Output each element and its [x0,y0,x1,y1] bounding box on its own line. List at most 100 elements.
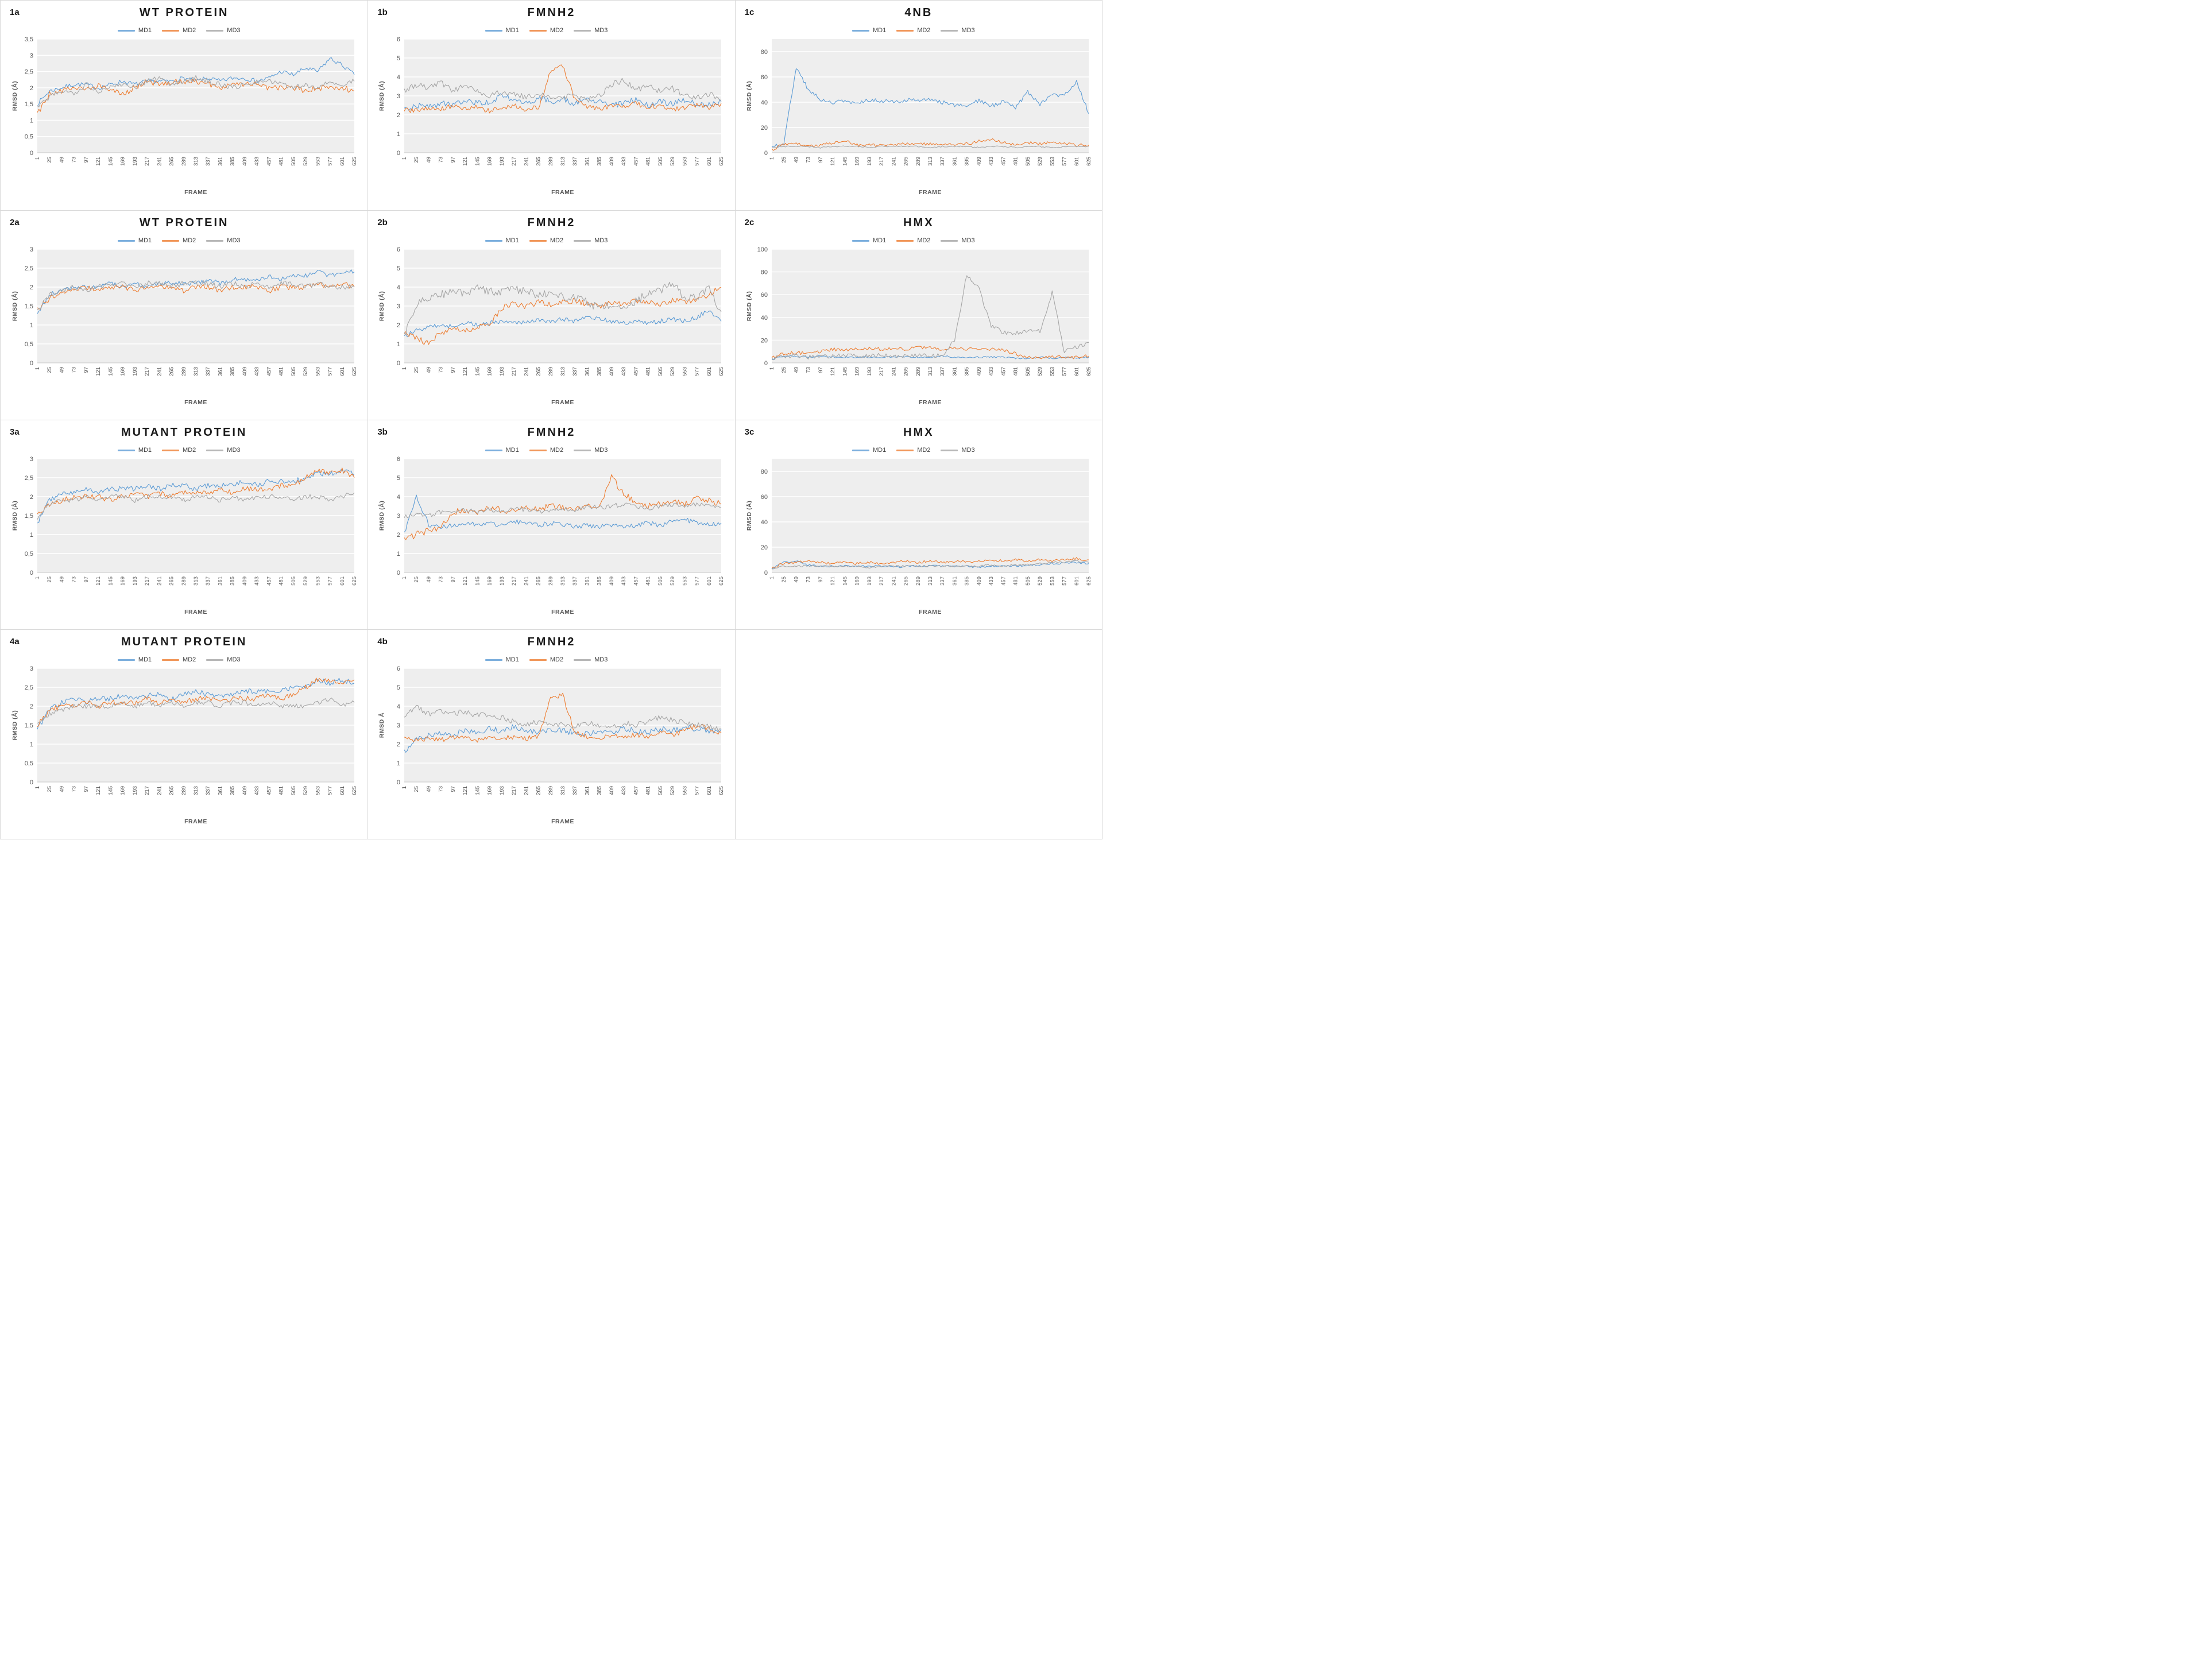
svg-text:121: 121 [95,576,102,586]
svg-text:5: 5 [397,265,400,272]
chart-title-4b: FMNH2 [527,636,576,648]
svg-text:337: 337 [572,367,579,376]
chart-legend: MD1 MD2 MD3 [1,446,368,454]
svg-text:73: 73 [806,157,812,163]
svg-text:2,5: 2,5 [24,69,33,76]
svg-text:505: 505 [290,367,296,376]
empty-cell [734,629,1102,839]
svg-text:FRAME: FRAME [552,189,575,196]
svg-text:5: 5 [397,684,400,691]
legend-line-md2-icon [529,449,547,451]
svg-text:49: 49 [59,786,65,792]
svg-text:169: 169 [487,367,493,376]
svg-text:577: 577 [327,576,333,586]
svg-text:505: 505 [1025,576,1031,586]
svg-text:577: 577 [694,576,701,586]
legend-label-md1: MD1 [505,447,519,454]
svg-text:361: 361 [951,367,958,376]
svg-text:553: 553 [682,157,688,166]
svg-text:121: 121 [463,786,469,795]
svg-text:625: 625 [1086,576,1092,586]
svg-text:361: 361 [217,786,223,795]
svg-text:97: 97 [83,367,90,373]
svg-text:457: 457 [266,786,272,795]
svg-text:1: 1 [34,367,41,370]
line-chart-3c: 80 60 40 20 01 25 49 73 97 121 145 169 193 217 241 265 2… [745,459,1092,616]
panel-label-2b: 2b [377,218,388,227]
legend-line-md3-icon [574,29,591,32]
svg-text:4: 4 [397,74,400,81]
svg-text:60: 60 [761,74,768,81]
legend-line-md3-icon [206,449,224,451]
chart-title-3b: FMNH2 [527,426,576,439]
svg-text:625: 625 [351,157,358,166]
svg-text:97: 97 [83,786,90,792]
svg-text:265: 265 [536,367,542,376]
svg-text:FRAME: FRAME [919,399,942,406]
panel-3a: 3a MUTANT PROTEIN MD1 MD2 MD3 3 2,5 2 1,5 1 0… [1,420,368,629]
legend-line-md1-icon [852,29,869,32]
svg-text:0: 0 [764,570,768,576]
legend-label-md1: MD1 [872,237,887,244]
svg-text:337: 337 [939,157,946,166]
panel-label-2c: 2c [744,218,755,227]
legend-label-md3: MD3 [961,27,975,34]
svg-text:121: 121 [830,157,836,166]
legend-label-md2: MD2 [183,237,196,244]
svg-text:289: 289 [915,157,922,166]
legend-label-md3: MD3 [227,237,241,244]
svg-text:1: 1 [397,551,400,558]
svg-text:3: 3 [30,665,33,672]
svg-text:529: 529 [670,157,676,166]
svg-text:1: 1 [30,322,33,329]
legend-label-md2: MD2 [550,237,564,244]
panel-4a: 4a MUTANT PROTEIN MD1 MD2 MD3 3 2,5 2 1,5 1 0… [1,629,368,839]
svg-text:505: 505 [657,576,664,586]
svg-text:313: 313 [193,157,199,166]
chart-title-1a: WT PROTEIN [139,6,229,19]
svg-text:433: 433 [988,367,995,376]
svg-text:73: 73 [806,367,812,373]
svg-text:313: 313 [193,367,199,376]
svg-text:1: 1 [34,786,41,789]
svg-text:1: 1 [30,117,33,124]
svg-text:505: 505 [290,576,296,586]
legend-line-md2-icon [162,449,180,451]
svg-text:553: 553 [315,367,321,376]
svg-text:193: 193 [499,576,505,586]
svg-text:265: 265 [168,157,175,166]
svg-text:553: 553 [682,367,688,376]
svg-text:49: 49 [426,786,432,792]
svg-text:625: 625 [351,367,358,376]
svg-text:RMSD (Å): RMSD (Å) [11,291,18,321]
svg-text:481: 481 [645,367,652,376]
svg-text:193: 193 [131,157,138,166]
svg-text:0,5: 0,5 [24,551,33,558]
legend-label-md2: MD2 [183,447,196,454]
legend-line-md1-icon [485,239,502,242]
svg-text:121: 121 [463,576,469,586]
svg-text:1: 1 [34,157,41,160]
svg-text:FRAME: FRAME [184,189,207,196]
svg-text:1: 1 [769,367,775,370]
panel-2c: 2c HMX MD1 MD2 MD3 100 80 60 40 20 0 1 25 49 73 97… [734,210,1102,420]
svg-text:361: 361 [951,576,958,586]
legend-label-md1: MD1 [505,27,519,34]
svg-text:25: 25 [414,367,420,373]
svg-text:97: 97 [818,576,824,583]
svg-text:385: 385 [229,786,235,795]
svg-text:4: 4 [397,703,400,710]
svg-text:385: 385 [597,576,603,586]
svg-text:0,5: 0,5 [24,341,33,348]
svg-text:577: 577 [327,367,333,376]
svg-text:73: 73 [438,157,444,163]
svg-text:4: 4 [397,494,400,501]
svg-text:241: 241 [156,367,163,376]
chart-title-3c: HMX [903,426,934,439]
svg-text:145: 145 [842,367,848,376]
chart-title-2b: FMNH2 [527,216,576,229]
svg-text:6: 6 [397,456,400,463]
svg-text:289: 289 [180,576,187,586]
svg-text:3: 3 [397,93,400,100]
svg-text:313: 313 [193,576,199,586]
